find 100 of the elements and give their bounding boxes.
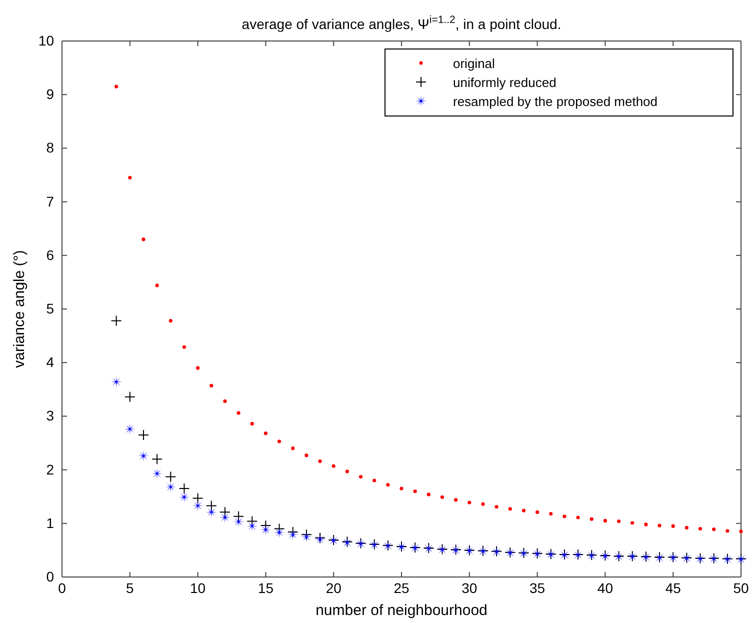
point <box>124 424 136 435</box>
point <box>182 345 186 349</box>
point <box>630 521 634 525</box>
y-tick-label: 2 <box>46 461 54 478</box>
point <box>246 520 258 532</box>
point <box>576 516 580 520</box>
point <box>165 481 176 492</box>
point <box>440 495 444 499</box>
y-tick-label: 5 <box>46 300 54 316</box>
y-tick-label: 10 <box>38 32 54 48</box>
point <box>400 486 404 490</box>
point <box>287 529 298 540</box>
point <box>536 510 540 514</box>
point <box>206 506 217 518</box>
point <box>196 366 200 370</box>
x-tick-label: 30 <box>462 580 478 596</box>
point <box>178 492 190 503</box>
x-tick-label: 45 <box>665 580 682 596</box>
point <box>168 318 172 323</box>
point <box>413 489 417 494</box>
point <box>332 464 336 468</box>
point <box>233 510 244 522</box>
point <box>386 483 390 487</box>
point <box>260 524 272 536</box>
point <box>698 526 702 531</box>
point <box>124 391 136 402</box>
point <box>712 527 716 532</box>
point <box>274 523 285 534</box>
y-axis-title: variance angle (°) <box>11 250 28 368</box>
point <box>264 432 268 436</box>
y-tick-label: 4 <box>46 354 54 370</box>
y-tick-label: 9 <box>46 86 54 102</box>
x-tick-label: 25 <box>394 580 410 596</box>
point <box>236 411 240 415</box>
point <box>372 478 376 482</box>
point <box>291 446 295 450</box>
point <box>318 459 322 464</box>
point <box>671 524 675 528</box>
point <box>210 384 214 388</box>
point <box>287 526 298 538</box>
legend-label: uniformly reduced <box>453 75 556 90</box>
x-tick-label: 20 <box>326 580 342 596</box>
point <box>152 454 163 465</box>
point <box>522 508 526 512</box>
point <box>138 450 149 462</box>
point <box>178 483 190 494</box>
point <box>277 440 282 444</box>
point <box>233 516 244 528</box>
point <box>192 500 204 512</box>
point <box>138 429 149 440</box>
x-tick-label: 0 <box>58 580 66 596</box>
legend-label: original <box>453 56 496 71</box>
y-tick-label: 3 <box>46 408 54 424</box>
point <box>454 498 458 502</box>
y-tick-label: 0 <box>46 568 54 584</box>
point <box>726 529 730 533</box>
point <box>590 517 594 521</box>
point <box>658 524 662 528</box>
x-tick-label: 35 <box>530 580 546 596</box>
point <box>494 504 498 509</box>
x-tick-label: 10 <box>190 580 206 596</box>
y-tick-label: 7 <box>46 193 54 210</box>
y-tick-label: 1 <box>46 514 54 531</box>
y-tick-label: 8 <box>46 140 54 156</box>
point <box>549 512 553 516</box>
point <box>468 500 472 504</box>
point <box>206 500 217 512</box>
x-tick-label: 50 <box>733 580 749 596</box>
point <box>358 474 363 479</box>
point <box>304 454 308 458</box>
point <box>114 84 118 88</box>
point <box>110 376 122 388</box>
point <box>644 522 648 526</box>
point <box>508 507 512 511</box>
point <box>616 519 621 524</box>
x-tick-label: 40 <box>597 580 614 596</box>
point <box>142 238 146 242</box>
point <box>152 468 163 480</box>
point <box>345 470 349 474</box>
point <box>155 284 159 288</box>
point <box>246 516 258 527</box>
point <box>481 502 485 506</box>
point <box>128 176 132 180</box>
point <box>192 492 204 504</box>
x-tick-label: 15 <box>258 580 274 596</box>
point <box>739 530 743 534</box>
legend-label: resampled by the proposed method <box>453 94 658 109</box>
x-tick-label: 5 <box>126 580 134 596</box>
chart-title: average of variance angles, Ψ$^{i=1..2}$, in a point cloud. <box>242 14 562 32</box>
point <box>684 526 688 530</box>
point <box>250 422 254 426</box>
x-axis-title: number of neighbourhood <box>316 602 488 619</box>
point <box>219 506 230 518</box>
point <box>223 399 227 403</box>
point <box>219 512 230 524</box>
point <box>562 514 566 518</box>
point <box>110 315 122 326</box>
point <box>426 492 430 496</box>
y-tick-label: 6 <box>46 246 54 263</box>
point <box>603 518 607 523</box>
